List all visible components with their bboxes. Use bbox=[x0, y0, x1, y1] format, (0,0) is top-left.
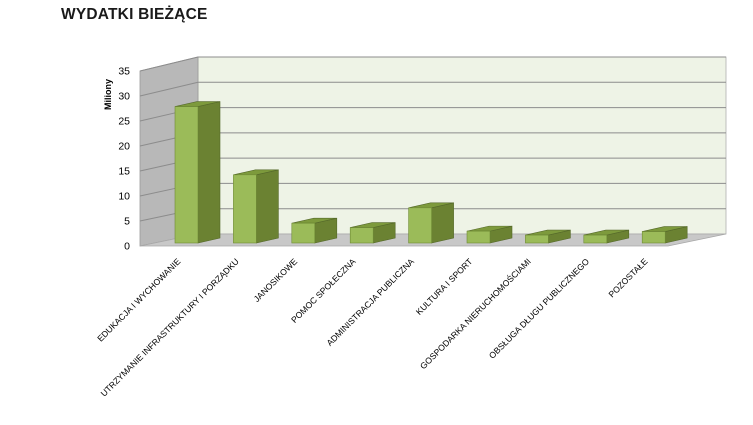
bar bbox=[466, 225, 513, 244]
bar-front bbox=[408, 207, 432, 244]
y-tick-label: 15 bbox=[118, 166, 130, 178]
bar bbox=[641, 226, 688, 244]
x-tick-label: POZOSTAŁE bbox=[607, 256, 650, 299]
bar bbox=[583, 229, 630, 244]
bar-front bbox=[583, 234, 608, 244]
bar bbox=[233, 169, 279, 244]
x-tick-label: UTRZYMANIE INFRASTRUKTURY I PORZĄDKU bbox=[99, 256, 241, 398]
bar-front bbox=[349, 227, 374, 244]
x-tick-label: KULTURA I SPORT bbox=[414, 256, 475, 317]
gridline-side bbox=[139, 81, 199, 97]
x-tick-label: OBSŁUGA DŁUGU PUBLICZNEGO bbox=[487, 256, 592, 361]
gridlines bbox=[139, 56, 726, 222]
bar-side bbox=[256, 169, 279, 244]
gridline-side bbox=[139, 56, 199, 72]
bar-front bbox=[233, 174, 257, 244]
x-tick-label: GOSPODARKA NIERUCHOMOŚCIAMI bbox=[417, 256, 532, 371]
y-tick-label: 25 bbox=[118, 116, 130, 128]
y-axis: 0 5 10 15 20 25 30 35 bbox=[118, 66, 130, 253]
y-tick-label: 10 bbox=[118, 191, 130, 203]
bar-front bbox=[291, 222, 316, 244]
y-tick-label: 30 bbox=[118, 91, 130, 103]
bar-side bbox=[431, 202, 454, 244]
bars bbox=[174, 101, 688, 244]
x-tick-label: POMOC SPOŁECZNA bbox=[289, 256, 358, 325]
bar bbox=[174, 101, 221, 244]
bar bbox=[525, 229, 571, 244]
x-tick-label: JANOSIKOWE bbox=[252, 256, 300, 304]
bar-front bbox=[641, 231, 666, 244]
chart-walls bbox=[139, 56, 727, 247]
y-tick-label: 0 bbox=[124, 241, 130, 253]
y-axis-label: Miliony bbox=[103, 79, 113, 110]
bar-front bbox=[174, 106, 199, 244]
bar-front bbox=[525, 234, 549, 244]
bar bbox=[291, 217, 338, 244]
bar bbox=[408, 202, 454, 244]
y-tick-label: 20 bbox=[118, 141, 130, 153]
bar bbox=[349, 222, 396, 244]
y-tick-label: 35 bbox=[118, 66, 130, 78]
bar-side bbox=[197, 101, 221, 244]
y-tick-label: 5 bbox=[124, 216, 130, 228]
bar-front bbox=[466, 230, 491, 244]
chart-title: WYDATKI BIEŻĄCE bbox=[61, 6, 208, 23]
